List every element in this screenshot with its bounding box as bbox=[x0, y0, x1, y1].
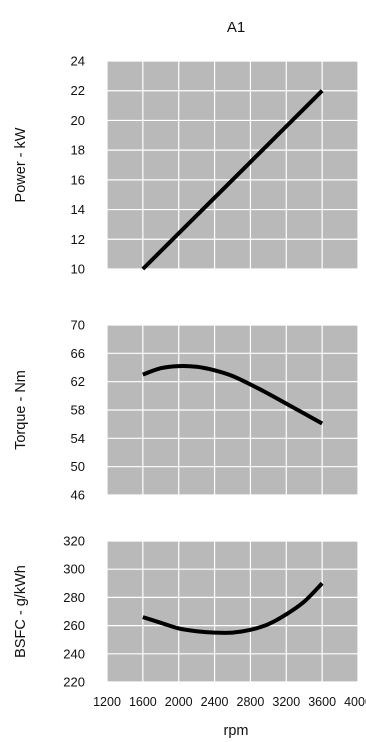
series-line bbox=[141, 89, 324, 271]
x-tick-label: 3200 bbox=[272, 695, 300, 709]
y-tick-label: 50 bbox=[71, 459, 85, 474]
x-tick-label: 2000 bbox=[165, 695, 193, 709]
y-tick-label: 70 bbox=[71, 318, 85, 333]
y-axis-title: Torque - Nm bbox=[13, 370, 29, 450]
y-tick-label: 66 bbox=[71, 346, 85, 361]
y-tick-label: 24 bbox=[71, 54, 85, 69]
y-tick-label: 10 bbox=[71, 262, 85, 277]
y-tick-label: 46 bbox=[71, 488, 85, 503]
y-tick-label: 54 bbox=[71, 431, 85, 446]
y-tick-label: 320 bbox=[63, 534, 85, 549]
x-tick-label: 3600 bbox=[308, 695, 336, 709]
x-tick-label: 2400 bbox=[201, 695, 229, 709]
y-tick-label: 240 bbox=[63, 646, 85, 661]
x-tick-label: 1200 bbox=[93, 695, 121, 709]
y-tick-label: 12 bbox=[71, 232, 85, 247]
y-tick-label: 62 bbox=[71, 374, 85, 389]
chart-title: A1 bbox=[227, 19, 245, 36]
y-tick-label: 220 bbox=[63, 675, 85, 690]
y-tick-label: 280 bbox=[63, 590, 85, 605]
y-tick-label: 20 bbox=[71, 113, 85, 128]
y-axis-title: Power - kW bbox=[13, 127, 29, 202]
plot-area bbox=[107, 541, 358, 682]
y-axis-title: BSFC - g/kWh bbox=[13, 565, 29, 658]
y-tick-label: 14 bbox=[71, 202, 85, 217]
x-tick-label: 1600 bbox=[129, 695, 157, 709]
series-line bbox=[142, 581, 324, 635]
y-tick-label: 18 bbox=[71, 143, 85, 158]
x-axis-ticks: 1200 1600 2000 2400 2800 3200 3600 4000 bbox=[93, 695, 366, 709]
x-axis-title: rpm bbox=[224, 723, 249, 739]
x-tick-label: 2800 bbox=[237, 695, 265, 709]
y-tick-label: 16 bbox=[71, 172, 85, 187]
series-line bbox=[142, 363, 324, 426]
panel-2: 46 50 54 58 62 66 70 Torque - Nm bbox=[13, 318, 359, 503]
panel-3: 220 240 260 280 300 320 BSFC - g/kWh bbox=[13, 534, 359, 690]
panel-1: 10 12 14 16 18 20 22 24 Power - kW bbox=[13, 54, 359, 277]
y-tick-label: 58 bbox=[71, 403, 85, 418]
x-tick-label: 4000 bbox=[344, 695, 366, 709]
y-tick-label: 300 bbox=[63, 562, 85, 577]
y-tick-label: 22 bbox=[71, 83, 85, 98]
chart-panels: 10 12 14 16 18 20 22 24 Power - kW 46 50 54 58 62 66 70… bbox=[13, 54, 366, 710]
y-tick-label: 260 bbox=[63, 618, 85, 633]
